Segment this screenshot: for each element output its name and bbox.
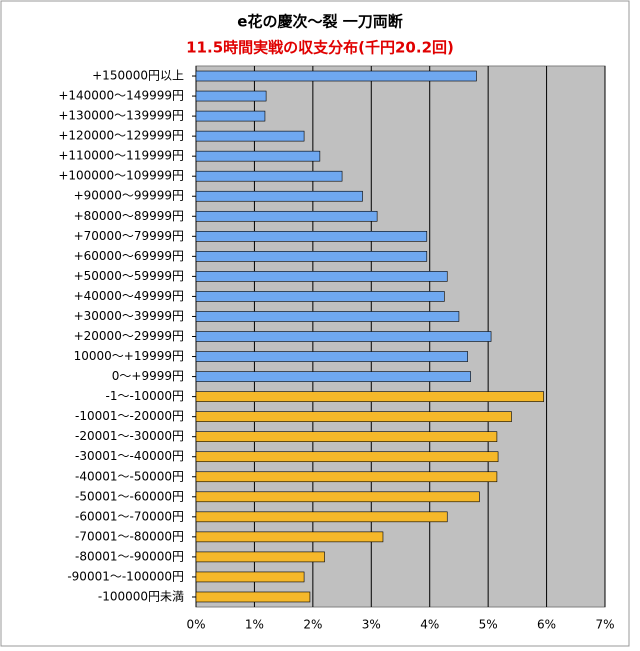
y-tick-label: +50000～59999円 [74,269,184,283]
y-tick-label: +40000～49999円 [74,289,184,303]
y-tick-label: 10000～+19999円 [74,349,184,363]
bar [195,110,266,122]
bar [195,391,544,402]
bar [195,130,305,142]
y-tick-label: +120000～129999円 [58,129,184,143]
bar [195,571,305,583]
bar [195,491,480,503]
y-tick-label: -30001～-40000円 [75,449,184,463]
x-tick-label: 6% [537,618,556,632]
bar [195,291,445,302]
x-tick-label: 3% [362,618,381,632]
bar [195,90,267,102]
y-tick-label: +60000～69999円 [74,249,184,263]
y-tick-label: +20000～29999円 [74,329,184,343]
bar [195,210,378,222]
y-tick-label: +90000～99999円 [74,189,184,203]
x-tick-label: 4% [420,618,439,632]
y-tick-label: -70001～-80000円 [75,529,184,543]
y-tick-label: -60001～-70000円 [75,509,184,523]
y-tick-label: +130000～139999円 [58,109,184,123]
y-tick-label: +140000～149999円 [58,89,184,103]
bar [195,511,448,523]
bar [195,331,492,342]
y-tick-label: -10001～-20000円 [75,409,184,423]
x-tick-label: 5% [479,618,498,632]
y-tick-label: 0～+9999円 [112,369,184,383]
y-tick-label: -90001～-100000円 [67,569,184,583]
bar [195,231,428,242]
bar [195,311,460,322]
bar [195,451,499,463]
y-tick-label: +150000円以上 [92,69,184,83]
y-tick-label: -100000円未満 [98,589,184,603]
chart-title: e花の慶次～裂 一刀両断 [237,13,402,31]
bar [195,251,428,262]
y-tick-label: -1～-10000円 [106,389,184,403]
bar [195,170,343,182]
y-tick-label: -50001～-60000円 [75,489,184,503]
bar [195,351,468,362]
x-tick-label: 2% [303,618,322,632]
bar [195,70,477,82]
x-tick-label: 1% [245,618,264,632]
bar [195,591,311,603]
chart-subtitle: 11.5時間実戦の収支分布(千円20.2回) [186,39,454,57]
y-tick-label: +70000～79999円 [74,229,184,243]
y-tick-label: +30000～39999円 [74,309,184,323]
bar [195,150,321,162]
y-tick-label: +110000～119999円 [58,149,184,163]
y-tick-label: +80000～89999円 [74,209,184,223]
bar [195,531,384,543]
bar [195,411,512,422]
y-tick-label: -20001～-30000円 [75,429,184,443]
x-tick-label: 0% [186,618,205,632]
bar [195,271,448,282]
y-tick-label: +100000～109999円 [58,169,184,183]
bar [195,471,498,483]
bar [195,551,325,563]
bar [195,431,498,442]
y-tick-label: -40001～-50000円 [75,469,184,483]
y-tick-label: -80001～-90000円 [75,549,184,563]
bar [195,190,363,202]
x-tick-label: 7% [595,618,614,632]
bar [195,371,471,382]
